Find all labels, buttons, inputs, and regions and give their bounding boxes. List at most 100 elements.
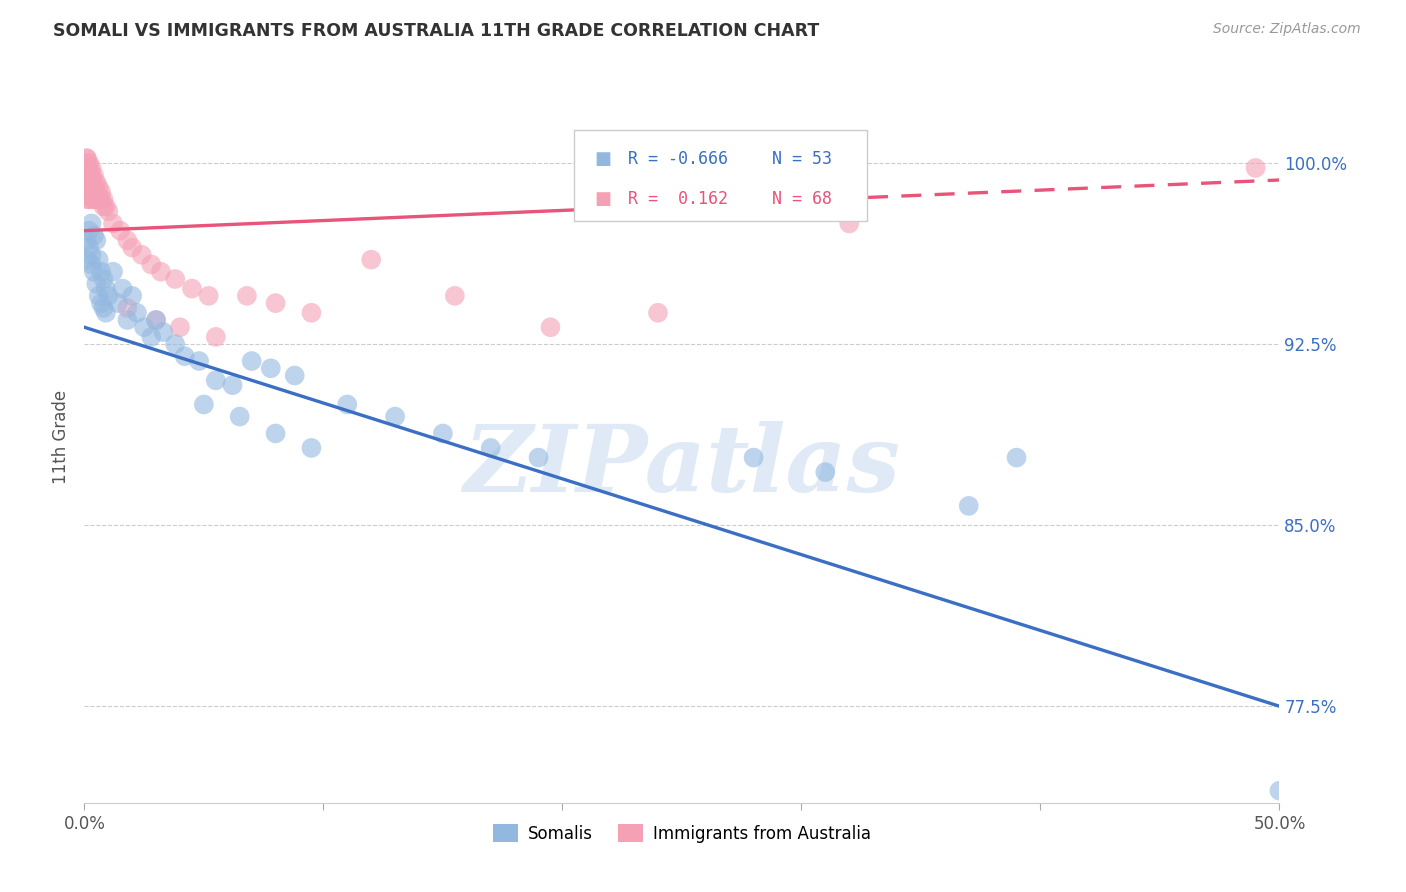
Point (77, 175, 100, 189)
Point (814, 465, 837, 479)
Point (165, 337, 187, 351)
Point (77, 156, 100, 170)
Text: R =  0.162: R = 0.162 (628, 190, 728, 208)
Point (101, 265, 124, 279)
Point (80, 185, 103, 199)
Point (117, 301, 139, 315)
Point (83, 168, 105, 182)
Point (93, 200, 115, 214)
Point (94, 200, 117, 214)
Point (83, 175, 105, 189)
Point (181, 282, 204, 296)
Point (479, 441, 502, 455)
Point (240, 354, 263, 368)
Point (1005, 450, 1028, 465)
Point (86, 192, 108, 206)
Point (80, 258, 103, 272)
Point (117, 233, 139, 247)
Point (94, 282, 117, 296)
Point (121, 241, 143, 255)
Point (80, 161, 103, 175)
Point (260, 361, 283, 376)
Point (77, 185, 100, 199)
Point (236, 289, 259, 303)
Point (432, 426, 454, 441)
Point (111, 282, 134, 296)
Text: ■: ■ (595, 190, 612, 208)
Point (76, 175, 98, 189)
Point (284, 368, 307, 383)
Point (173, 349, 195, 363)
Y-axis label: 11th Grade: 11th Grade (52, 390, 70, 484)
Point (1268, 783, 1291, 797)
Point (360, 252, 382, 267)
Point (336, 397, 359, 411)
Point (90, 185, 112, 199)
Point (76, 161, 98, 175)
Point (152, 325, 174, 339)
Point (83, 185, 105, 199)
Point (301, 306, 323, 320)
Point (444, 289, 467, 303)
Point (1244, 161, 1267, 175)
Text: ZIPatlas: ZIPatlas (464, 421, 900, 511)
Point (141, 258, 163, 272)
Text: ■: ■ (595, 150, 612, 168)
Point (205, 373, 228, 387)
Point (77, 192, 100, 206)
Point (121, 289, 143, 303)
Point (90, 296, 112, 310)
Point (93, 301, 115, 315)
Text: Source: ZipAtlas.com: Source: ZipAtlas.com (1213, 22, 1361, 37)
Point (838, 216, 860, 230)
Point (264, 426, 287, 441)
Point (86, 175, 108, 189)
Point (165, 272, 187, 286)
Point (76, 168, 98, 182)
Point (86, 277, 108, 291)
Point (76, 233, 98, 247)
Point (93, 192, 115, 206)
Point (97, 204, 120, 219)
Text: SOMALI VS IMMIGRANTS FROM AUSTRALIA 11TH GRADE CORRELATION CHART: SOMALI VS IMMIGRANTS FROM AUSTRALIA 11TH… (53, 22, 820, 40)
Point (76, 180, 98, 194)
Point (101, 216, 124, 230)
Point (647, 306, 669, 320)
Point (527, 450, 550, 465)
Point (193, 397, 215, 411)
Point (779, 204, 801, 219)
Point (80, 192, 103, 206)
Point (957, 499, 980, 513)
Point (125, 306, 148, 320)
Point (80, 248, 103, 262)
Point (540, 320, 562, 334)
Point (145, 313, 167, 327)
Point (107, 296, 129, 310)
Point (97, 289, 120, 303)
FancyBboxPatch shape (575, 130, 868, 221)
Point (90, 265, 112, 279)
Point (110, 224, 132, 238)
Point (742, 450, 765, 465)
Point (87, 252, 110, 267)
Point (264, 296, 287, 310)
Point (83, 265, 105, 279)
Point (76, 151, 98, 165)
Point (77, 224, 100, 238)
Legend: Somalis, Immigrants from Australia: Somalis, Immigrants from Australia (486, 818, 877, 849)
Point (197, 289, 219, 303)
Point (76, 192, 98, 206)
Point (87, 192, 110, 206)
Point (76, 161, 98, 175)
Point (80, 216, 103, 230)
Point (83, 192, 105, 206)
Point (77, 161, 100, 175)
Point (117, 313, 139, 327)
Point (131, 248, 153, 262)
Point (76, 168, 98, 182)
Point (90, 192, 112, 206)
Point (205, 330, 228, 344)
Text: N = 53: N = 53 (772, 150, 831, 168)
Point (83, 228, 105, 243)
Point (87, 289, 110, 303)
